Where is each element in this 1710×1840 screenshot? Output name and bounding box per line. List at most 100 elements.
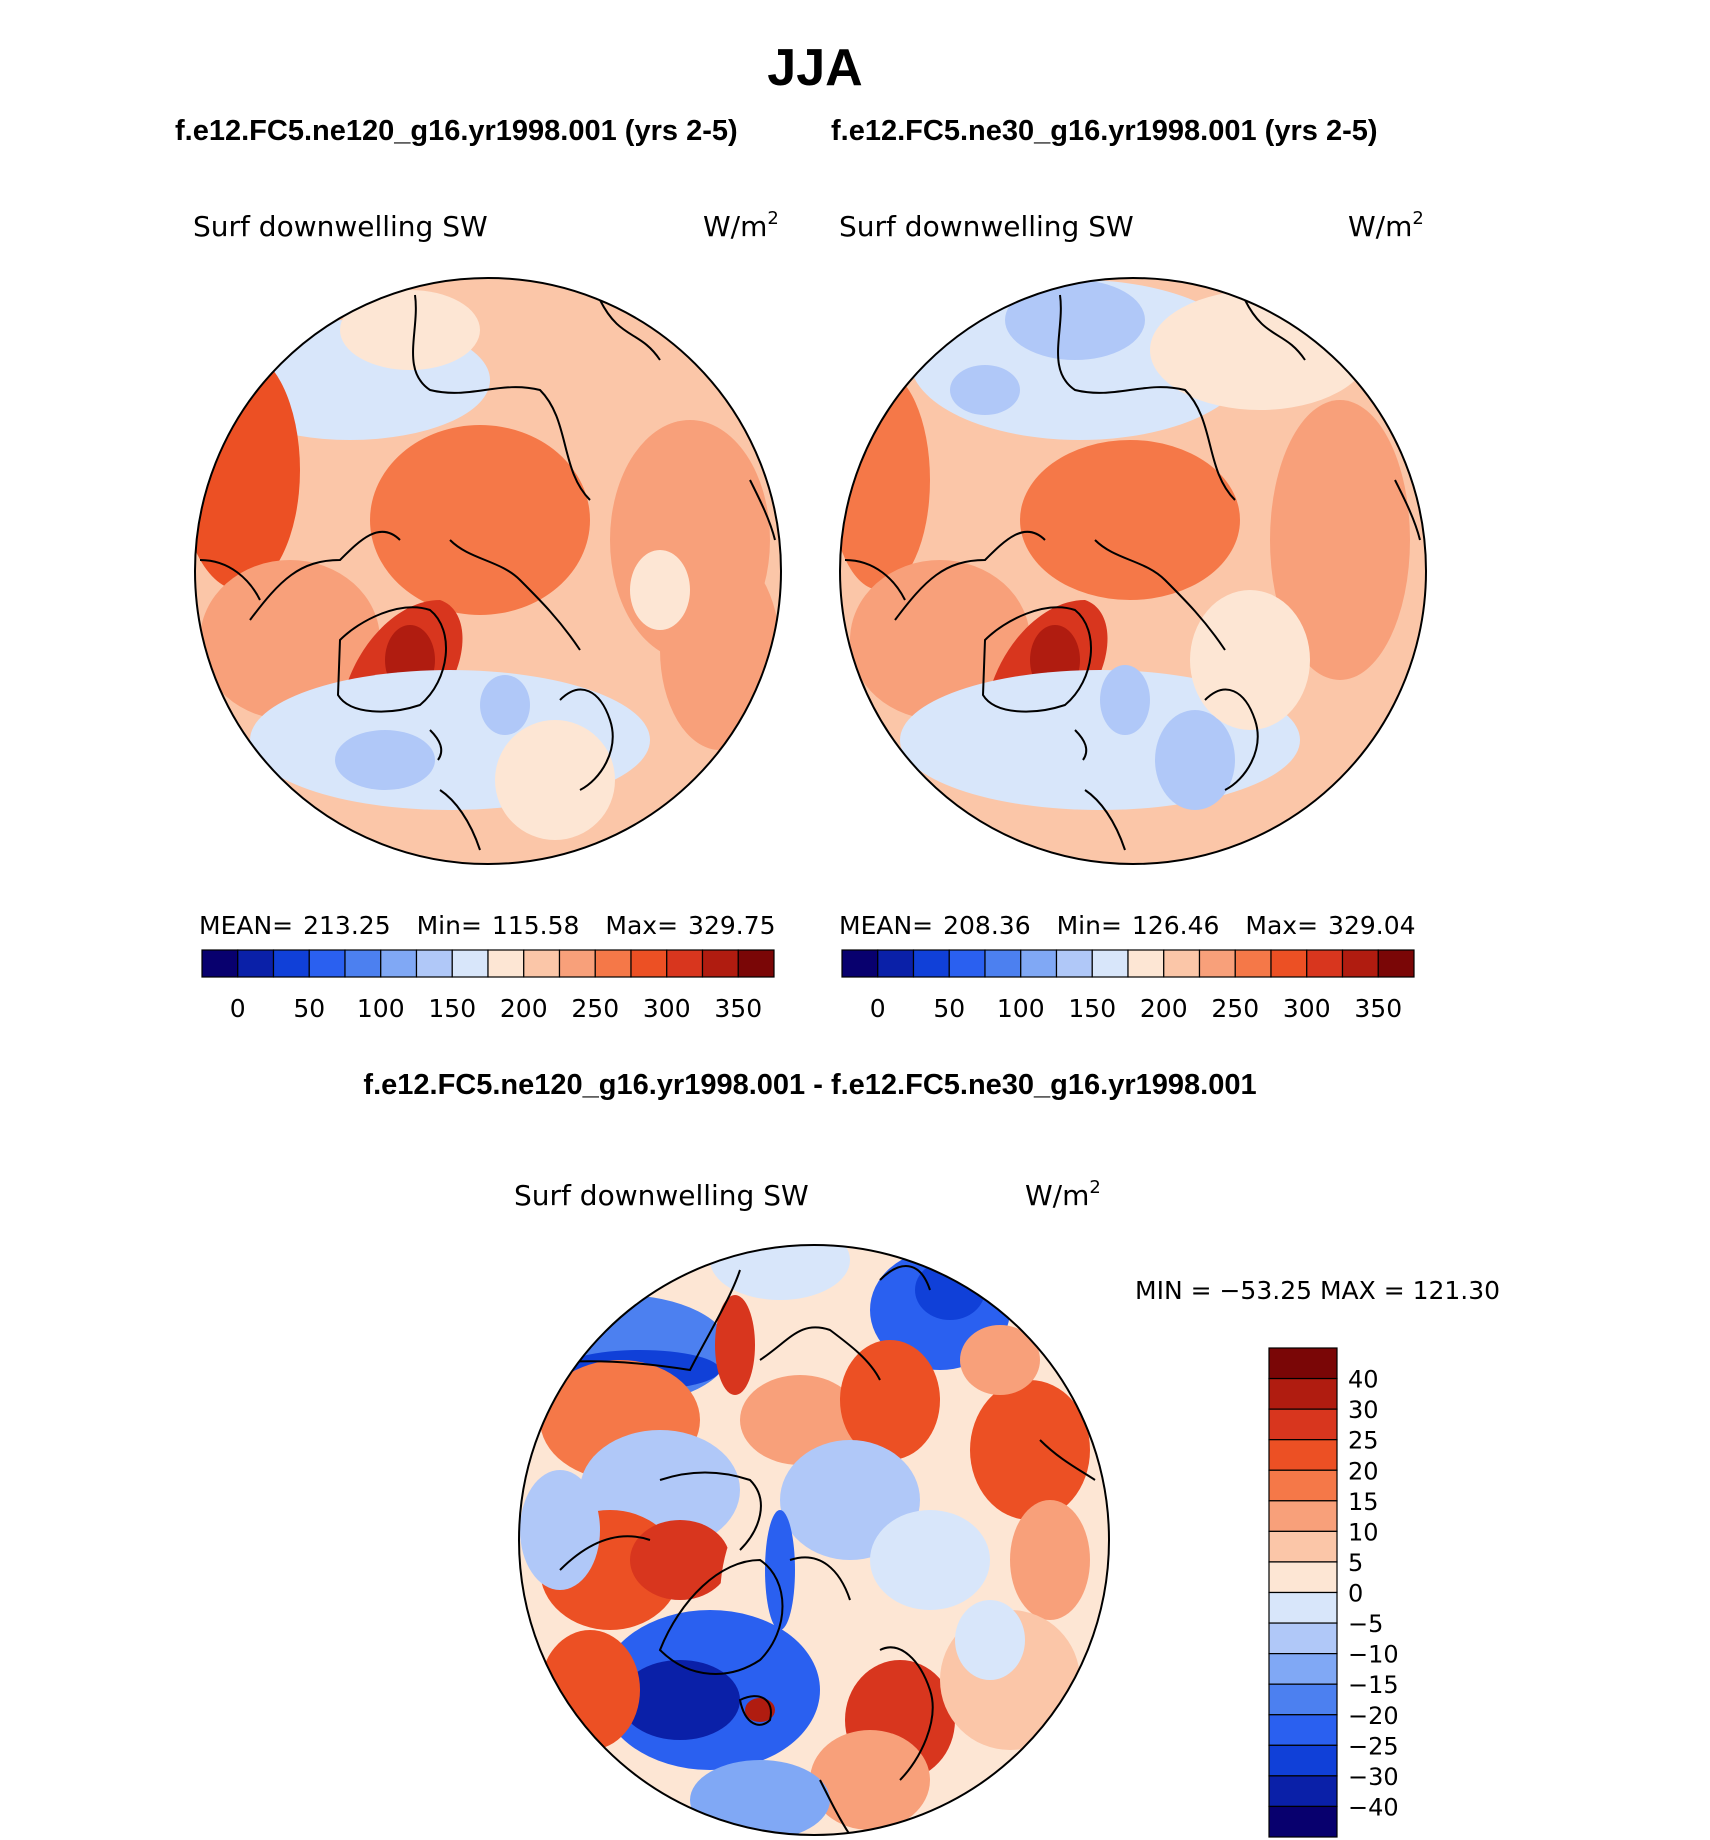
right-colorbar-tick-label: 250 bbox=[1211, 994, 1259, 1023]
right-colorbar-tick-label: 150 bbox=[1068, 994, 1116, 1023]
right-colorbar-box-10 bbox=[1198, 949, 1236, 978]
left-colorbar-tick-label: 100 bbox=[357, 994, 405, 1023]
diff-colorbar-box-7 bbox=[1268, 1561, 1338, 1594]
right-colorbar-box-8 bbox=[1127, 949, 1165, 978]
diff-colorbar-tick-label: 40 bbox=[1348, 1366, 1379, 1394]
left-polar-map bbox=[194, 277, 782, 865]
diff-colorbar-box-2 bbox=[1268, 1408, 1338, 1441]
diff-colorbar-box-1 bbox=[1268, 1377, 1338, 1410]
left-colorbar-box-14 bbox=[701, 949, 739, 978]
right-colorbar-box-7 bbox=[1091, 949, 1129, 978]
right-colorbar-box-12 bbox=[1270, 949, 1308, 978]
diff-colorbar-tick-label: −30 bbox=[1348, 1763, 1399, 1791]
left-colorbar-tick-label: 200 bbox=[500, 994, 548, 1023]
right-colorbar-box-2 bbox=[912, 949, 950, 978]
right-map-boundary bbox=[839, 277, 1427, 865]
left-colorbar-tick-label: 350 bbox=[714, 994, 762, 1023]
left-coastlines bbox=[199, 294, 776, 851]
left-colorbar-box-4 bbox=[344, 949, 382, 978]
diff-colorbar-box-8 bbox=[1268, 1591, 1338, 1624]
left-colorbar-box-11 bbox=[594, 949, 632, 978]
difference-title: f.e12.FC5.ne120_g16.yr1998.001 - f.e12.F… bbox=[363, 1069, 1256, 1101]
right-colorbar-box-11 bbox=[1234, 949, 1272, 978]
left-colorbar-tick-label: 300 bbox=[643, 994, 691, 1023]
left-colorbar: 0 50 100 150 200 250 300 350 bbox=[201, 949, 775, 1023]
diff-colorbar-tick-label: −10 bbox=[1348, 1641, 1399, 1669]
diff-colorbar-box-6 bbox=[1268, 1530, 1338, 1563]
right-colorbar-box-1 bbox=[877, 949, 915, 978]
diff-colorbar-tick-label: 20 bbox=[1348, 1457, 1379, 1485]
diff-map-field bbox=[519, 1245, 1109, 1835]
left-colorbar-tick-label: 50 bbox=[293, 994, 325, 1023]
diff-map-boundary bbox=[518, 1244, 1110, 1836]
left-colorbar-box-5 bbox=[380, 949, 418, 978]
right-colorbar-tick-label: 100 bbox=[997, 994, 1045, 1023]
diff-colorbar-tick-label: 10 bbox=[1348, 1518, 1379, 1546]
left-variable-label: Surf downwelling SW bbox=[193, 210, 488, 243]
right-colorbar-box-9 bbox=[1163, 949, 1201, 978]
diff-coastlines bbox=[559, 1265, 1096, 1835]
left-colorbar-box-6 bbox=[415, 949, 453, 978]
right-polar-map bbox=[839, 277, 1427, 865]
diff-colorbar-box-10 bbox=[1268, 1653, 1338, 1685]
right-colorbar-tick-label: 50 bbox=[933, 994, 965, 1023]
diff-colorbar-tick-label: −40 bbox=[1348, 1793, 1399, 1821]
right-colorbar-box-6 bbox=[1055, 949, 1093, 978]
right-colorbar-tick-label: 350 bbox=[1354, 994, 1402, 1023]
right-case-title: f.e12.FC5.ne30_g16.yr1998.001 (yrs 2-5) bbox=[831, 115, 1378, 147]
diff-colorbar-tick-label: −25 bbox=[1348, 1732, 1399, 1760]
right-colorbar-box-15 bbox=[1377, 949, 1415, 978]
left-case-title: f.e12.FC5.ne120_g16.yr1998.001 (yrs 2-5) bbox=[175, 115, 738, 147]
diff-colorbar-tick-label: 15 bbox=[1348, 1488, 1379, 1516]
diff-minmax: MIN = −53.25 MAX = 121.30 bbox=[1135, 1276, 1500, 1305]
right-units-label: W/m2 bbox=[1348, 208, 1424, 243]
diff-colorbar-box-9 bbox=[1268, 1622, 1338, 1655]
diff-colorbar-tick-label: 30 bbox=[1348, 1396, 1379, 1424]
diff-colorbar-tick-label: −5 bbox=[1348, 1610, 1383, 1638]
left-colorbar-box-7 bbox=[451, 949, 489, 978]
right-colorbar-box-4 bbox=[984, 949, 1022, 978]
diff-colorbar-tick-label: 25 bbox=[1348, 1427, 1379, 1455]
right-stats: MEAN= 208.36 Min= 126.46 Max= 329.04 bbox=[839, 911, 1416, 940]
left-colorbar-box-12 bbox=[630, 949, 668, 978]
left-colorbar-box-3 bbox=[308, 949, 346, 978]
left-colorbar-box-1 bbox=[237, 949, 275, 978]
diff-colorbar-box-5 bbox=[1268, 1500, 1338, 1532]
difference-polar-map bbox=[518, 1244, 1110, 1836]
left-colorbar-box-13 bbox=[666, 949, 704, 978]
left-colorbar-tick-label: 250 bbox=[571, 994, 619, 1023]
right-colorbar-tick-label: 200 bbox=[1140, 994, 1188, 1023]
diff-units-label: W/m2 bbox=[1025, 1177, 1101, 1212]
diff-colorbar-box-12 bbox=[1268, 1714, 1338, 1746]
diff-colorbar-box-13 bbox=[1268, 1744, 1338, 1777]
right-colorbar-tick-label: 300 bbox=[1283, 994, 1331, 1023]
right-coastlines bbox=[844, 294, 1421, 851]
diff-colorbar-tick-label: 5 bbox=[1348, 1549, 1363, 1577]
diff-colorbar-box-11 bbox=[1268, 1683, 1338, 1716]
right-colorbar: 0 50 100 150 200 250 300 350 bbox=[841, 949, 1415, 1023]
diff-colorbar-tick-label: −15 bbox=[1348, 1671, 1399, 1699]
left-colorbar-tick-label: 150 bbox=[428, 994, 476, 1023]
left-stats: MEAN= 213.25 Min= 115.58 Max= 329.75 bbox=[199, 911, 776, 940]
right-colorbar-box-3 bbox=[948, 949, 986, 978]
diff-colorbar-tick-label: −20 bbox=[1348, 1702, 1399, 1730]
left-units-label: W/m2 bbox=[703, 208, 779, 243]
diff-colorbar-box-3 bbox=[1268, 1439, 1338, 1471]
left-colorbar-tick-label: 0 bbox=[230, 994, 246, 1023]
left-colorbar-box-2 bbox=[272, 949, 310, 978]
diff-colorbar-box-15 bbox=[1268, 1805, 1338, 1838]
right-colorbar-tick-label: 0 bbox=[870, 994, 886, 1023]
diff-colorbar-box-14 bbox=[1268, 1775, 1338, 1808]
diff-colorbar-tick-label: 0 bbox=[1348, 1580, 1363, 1608]
diff-colorbar-box-4 bbox=[1268, 1469, 1338, 1502]
left-colorbar-box-9 bbox=[523, 949, 561, 978]
left-colorbar-box-15 bbox=[737, 949, 775, 978]
right-variable-label: Surf downwelling SW bbox=[839, 210, 1134, 243]
season-title: JJA bbox=[767, 39, 862, 97]
left-map-field bbox=[195, 278, 781, 864]
left-colorbar-box-8 bbox=[487, 949, 525, 978]
right-colorbar-box-13 bbox=[1306, 949, 1344, 978]
diff-colorbar-box-0 bbox=[1268, 1347, 1338, 1380]
